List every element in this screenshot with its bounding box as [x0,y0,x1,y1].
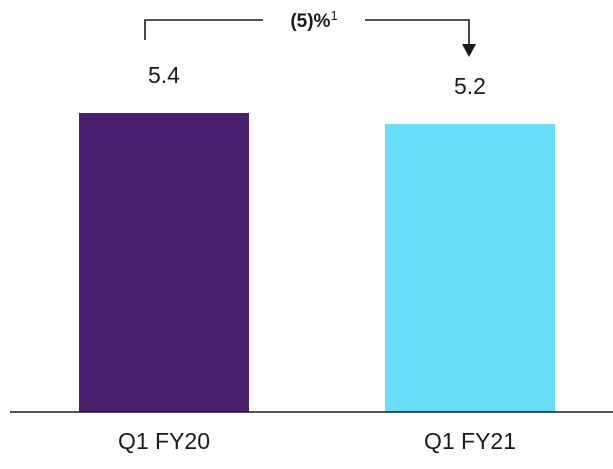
change-annotation: (5)%1 [144,8,476,57]
category-labels: Q1 FY20 Q1 FY21 [118,428,516,454]
change-bracket [144,19,470,44]
data-label-2: 5.2 [454,73,486,99]
change-arrowhead [462,44,476,57]
change-footnote: 1 [330,8,337,23]
category-label-1: Q1 FY20 [118,428,210,454]
change-label: (5)%1 [290,8,337,32]
bar-1 [79,113,249,412]
bars [79,113,555,413]
category-label-2: Q1 FY21 [424,428,516,454]
bar-2 [385,124,555,413]
change-value: (5)% [290,11,330,32]
value-labels: 5.4 5.2 [148,62,486,99]
data-label-1: 5.4 [148,62,180,88]
